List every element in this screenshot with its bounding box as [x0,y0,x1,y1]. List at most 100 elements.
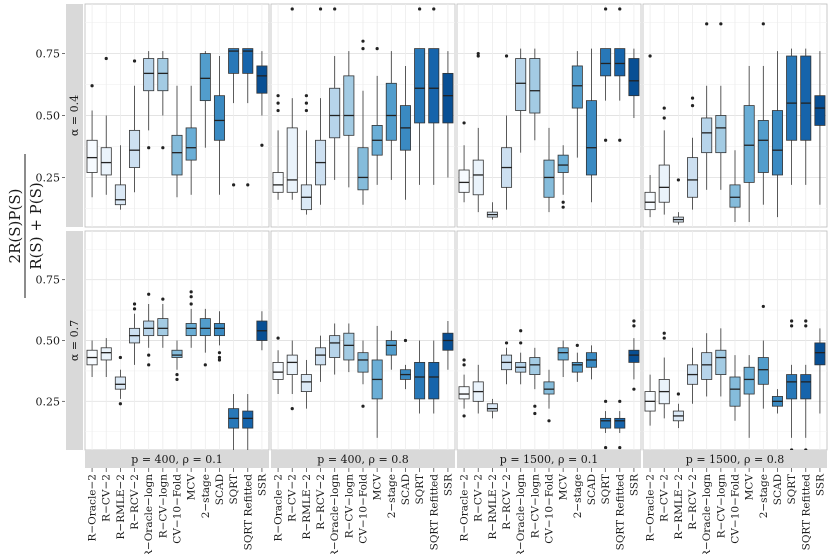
box-2-stage [757,22,769,205]
box-r-oracle-2 [272,94,284,200]
box-body [814,95,826,126]
box-r-oracle-logn [515,329,527,385]
box-body [272,172,284,193]
box-body [171,134,183,176]
box-r-oracle-logn [515,48,527,153]
outlier-point [676,178,680,182]
box-r-cv-2 [658,106,670,215]
box-body [357,352,369,373]
box-body [256,65,268,94]
box-body [458,386,470,400]
y-axis-title-denominator: R(S) + P(S) [27,182,45,269]
row-strip-label: α = 0.7 [68,320,81,361]
outlier-point [375,47,379,51]
box-body [729,184,741,208]
outlier-point [276,108,280,113]
box-r-cv-logn [715,22,727,190]
box-cv-10-fold [543,369,555,423]
box-r-rmle-2 [114,355,126,406]
outlier-point [761,22,765,26]
y-tick-label: 0.25 [36,395,61,408]
box-r-cv-logn [157,51,169,150]
box-body [100,347,112,361]
outlier-point [476,51,480,56]
outlier-point [290,7,294,11]
outlier-point [418,7,422,11]
box-r-cv-logn [715,328,727,397]
panel-strip [643,450,827,468]
outlier-point [690,103,695,108]
box-r-oracle-logn [701,22,713,190]
box-body [458,169,470,193]
x-tick-label: R−Oracle−2 [645,474,657,542]
outlier-point [561,205,565,209]
box-body [286,127,298,193]
box-r-cv-2 [100,338,112,377]
outlier-point [260,143,264,147]
box-body [272,361,284,380]
box-r-oracle-2 [272,336,284,395]
x-tick-label: R−Oracle−logn [329,474,341,554]
box-body [242,410,254,429]
x-tick-label: SQRT [786,474,798,505]
outlier-point [189,295,193,299]
box-r-rcv-2 [687,347,699,404]
box-r-oracle-logn [701,333,713,397]
outlier-point [147,292,151,296]
box-r-rmle-2 [114,145,126,210]
box-ssr [628,48,640,118]
x-tick-label: SCAD [214,474,226,505]
x-tick-label: SQRT Refitted [242,474,254,551]
box-r-oracle-logn [329,323,341,375]
box-r-cv-2 [472,364,484,414]
panel [456,230,642,451]
box-scad [771,389,783,414]
box-r-oracle-2 [458,358,470,418]
box-body [687,157,699,198]
outlier-point [575,343,579,347]
x-tick-label: R−Oracle−logn [143,474,155,554]
x-tick-label: SSR [628,473,640,496]
outlier-point [276,101,280,105]
box-sqrt-refitted [242,394,254,450]
box-body [343,332,355,361]
box-body [571,65,583,109]
box-r-rmle-2 [300,359,312,409]
outlier-point [618,7,622,11]
row-strip-label: α = 0.4 [68,95,81,136]
outlier-point [217,358,222,362]
outlier-point [276,336,280,340]
box-body [343,75,355,136]
x-tick-label: CV−10−Fold [358,474,370,544]
box-body [786,374,798,400]
outlier-point [132,307,137,311]
box-r-cv-logn [529,347,541,416]
box-r-rmle-2 [486,398,498,419]
panel-strip [271,450,455,468]
box-sqrt [600,399,612,450]
box-r-rcv-2 [315,7,327,205]
box-body [442,72,454,124]
y-axis-title-numerator: 2R(S)P(S) [6,189,24,264]
box-scad [213,56,225,195]
box-mcv [371,325,383,438]
outlier-point [462,121,466,125]
outlier-point [790,319,794,323]
box-body [442,332,454,351]
box-body [757,120,769,173]
box-r-oracle-2 [86,340,98,377]
x-tick-label: R−Oracle−logn [515,474,527,554]
box-body [628,58,640,97]
box-r-oracle-logn [329,7,341,180]
box-cv-10-fold [729,355,741,421]
box-body [472,159,484,196]
outlier-point [690,96,695,100]
outlier-point [504,54,509,58]
panel [270,3,456,228]
box-r-oracle-2 [644,374,656,426]
box-body [414,48,426,124]
outlier-point [118,355,122,360]
box-body [300,374,312,393]
box-body [814,342,826,366]
box-body [228,48,240,74]
